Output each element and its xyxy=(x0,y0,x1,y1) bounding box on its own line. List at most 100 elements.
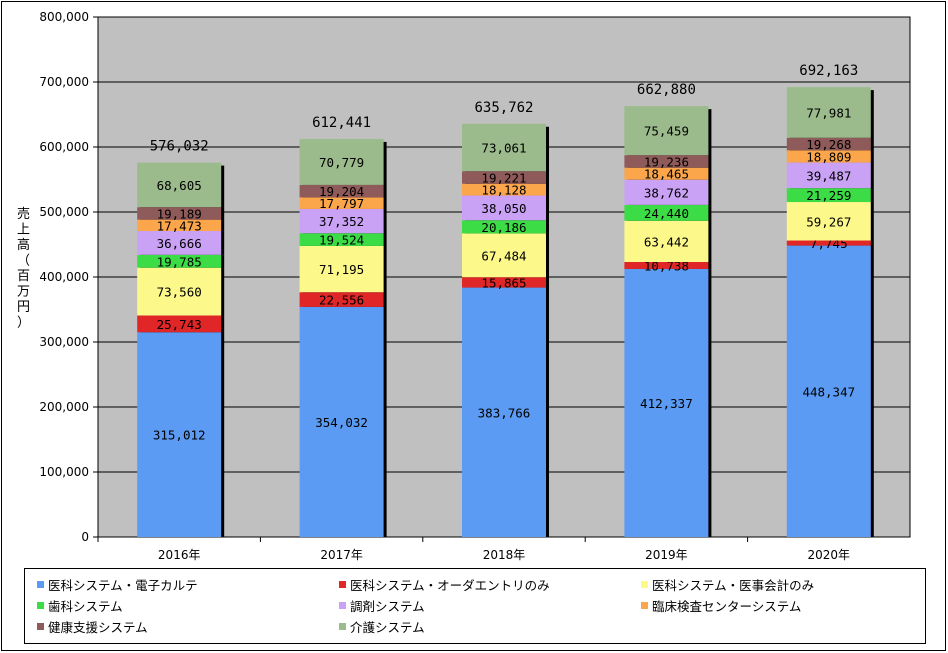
segment-value-label: 75,459 xyxy=(644,124,689,139)
bar-segment xyxy=(624,155,709,168)
legend-swatch xyxy=(37,623,44,630)
legend-item: 医科システム・医事会計のみ xyxy=(641,574,939,595)
segment-value-label: 18,809 xyxy=(806,149,851,164)
y-tick-label: 500,000 xyxy=(39,205,89,219)
stacked-bar-chart: 0 100,000 200,000 300,000 400,000 500,000 600,… xyxy=(17,10,911,562)
legend: 医科システム・電子カルテ 医科システム・オーダエントリのみ 医科システム・医事会計の… xyxy=(24,568,926,644)
bar-segment xyxy=(137,231,222,255)
segment-value-label: 383,766 xyxy=(478,405,531,420)
bar-segment xyxy=(137,254,222,268)
segment-value-label: 19,189 xyxy=(157,206,202,221)
bar-segment xyxy=(624,167,709,180)
legend-swatch xyxy=(641,602,648,609)
legend-label: 介護システム xyxy=(350,620,425,635)
segment-value-label: 24,440 xyxy=(644,206,689,221)
segment-value-label: 15,865 xyxy=(481,275,526,290)
bar-segment xyxy=(624,262,709,269)
bar-segment xyxy=(137,207,222,220)
bar-segment xyxy=(462,233,546,278)
bar-segment xyxy=(624,204,709,221)
bar-segment xyxy=(137,162,222,208)
segment-value-label: 20,186 xyxy=(481,220,526,235)
segment-value-label: 73,061 xyxy=(481,141,526,156)
segment-value-label: 67,484 xyxy=(481,248,526,263)
bar-total-label: 612,441 xyxy=(312,115,371,131)
legend-item: 健康支援システム xyxy=(37,616,339,637)
segment-value-label: 10,738 xyxy=(644,258,689,273)
bar-segment xyxy=(786,162,871,189)
bar-segment xyxy=(786,150,871,163)
y-tick-label: 400,000 xyxy=(39,270,89,284)
bar-segment xyxy=(137,315,222,333)
bar-segment xyxy=(462,183,546,196)
legend-swatch xyxy=(641,581,648,588)
segment-value-label: 70,779 xyxy=(319,155,364,170)
legend-item: 介護システム xyxy=(339,616,641,637)
legend-swatch xyxy=(37,581,44,588)
legend-swatch xyxy=(339,602,346,609)
bar-segment xyxy=(299,208,384,234)
y-tick-label: 300,000 xyxy=(39,335,89,349)
segment-value-label: 71,195 xyxy=(319,262,364,277)
segment-value-label: 18,465 xyxy=(644,167,689,182)
y-tick-label: 700,000 xyxy=(39,75,89,89)
bar-segment xyxy=(299,197,384,209)
segment-value-label: 19,524 xyxy=(319,233,364,248)
bar-segment xyxy=(786,188,871,203)
bar-total-label: 576,032 xyxy=(150,139,209,155)
bar-segment xyxy=(137,332,222,537)
segment-value-label: 19,221 xyxy=(481,170,526,185)
y-tick-label: 600,000 xyxy=(39,140,89,154)
legend-item: 調剤システム xyxy=(339,595,641,616)
bar-segment xyxy=(462,195,546,221)
bar-segment xyxy=(137,267,222,316)
bar-total-label: 692,163 xyxy=(799,63,858,79)
bar-segment xyxy=(299,245,384,293)
bar-segment xyxy=(299,306,384,537)
segment-value-label: 19,268 xyxy=(806,137,851,152)
y-tick-label: 0 xyxy=(81,530,89,544)
legend-item: 医科システム・オーダエントリのみ xyxy=(339,574,641,595)
legend-label: 医科システム・オーダエントリのみ xyxy=(350,578,550,593)
x-tick-label: 2017年 xyxy=(320,548,363,562)
bar-segment xyxy=(624,106,709,156)
x-tick-label: 2020年 xyxy=(808,548,851,562)
segment-value-label: 448,347 xyxy=(802,384,855,399)
bar-segment xyxy=(624,268,709,537)
segment-value-label: 18,128 xyxy=(481,183,526,198)
bar-segment xyxy=(299,138,384,185)
legend-swatch xyxy=(37,602,44,609)
segment-value-label: 25,743 xyxy=(157,317,202,332)
y-axis-label: 売上高（百万円） xyxy=(17,206,30,331)
x-tick-label: 2019年 xyxy=(645,548,688,562)
legend-label: 調剤システム xyxy=(350,599,425,614)
segment-value-label: 412,337 xyxy=(640,396,693,411)
segment-value-label: 19,204 xyxy=(319,184,364,199)
bar-total-label: 662,880 xyxy=(637,82,696,98)
bar-segment xyxy=(462,277,546,288)
bar-segment xyxy=(786,137,871,151)
segment-value-label: 21,259 xyxy=(806,188,851,203)
y-tick-label: 800,000 xyxy=(39,10,89,24)
bar-segment xyxy=(462,220,546,234)
x-tick-label: 2018年 xyxy=(483,548,526,562)
segment-value-label: 63,442 xyxy=(644,234,689,249)
segment-value-label: 36,666 xyxy=(157,236,202,251)
legend-swatch xyxy=(339,581,346,588)
segment-value-label: 37,352 xyxy=(319,214,364,229)
segment-value-label: 315,012 xyxy=(153,428,206,443)
bar-segment xyxy=(462,287,546,537)
segment-value-label: 39,487 xyxy=(806,168,851,183)
segment-value-label: 22,556 xyxy=(319,293,364,308)
bar-segment xyxy=(462,123,546,172)
bar-segment xyxy=(786,245,871,537)
y-tick-label: 100,000 xyxy=(39,465,89,479)
segment-value-label: 354,032 xyxy=(315,415,368,430)
legend-label: 臨床検査センターシステム xyxy=(652,599,802,614)
legend-item: 歯科システム xyxy=(37,595,339,616)
segment-value-label: 19,236 xyxy=(644,154,689,169)
legend-swatch xyxy=(339,623,346,630)
legend-label: 健康支援システム xyxy=(48,620,148,635)
segment-value-label: 38,762 xyxy=(644,185,689,200)
bar-segment xyxy=(137,219,222,232)
